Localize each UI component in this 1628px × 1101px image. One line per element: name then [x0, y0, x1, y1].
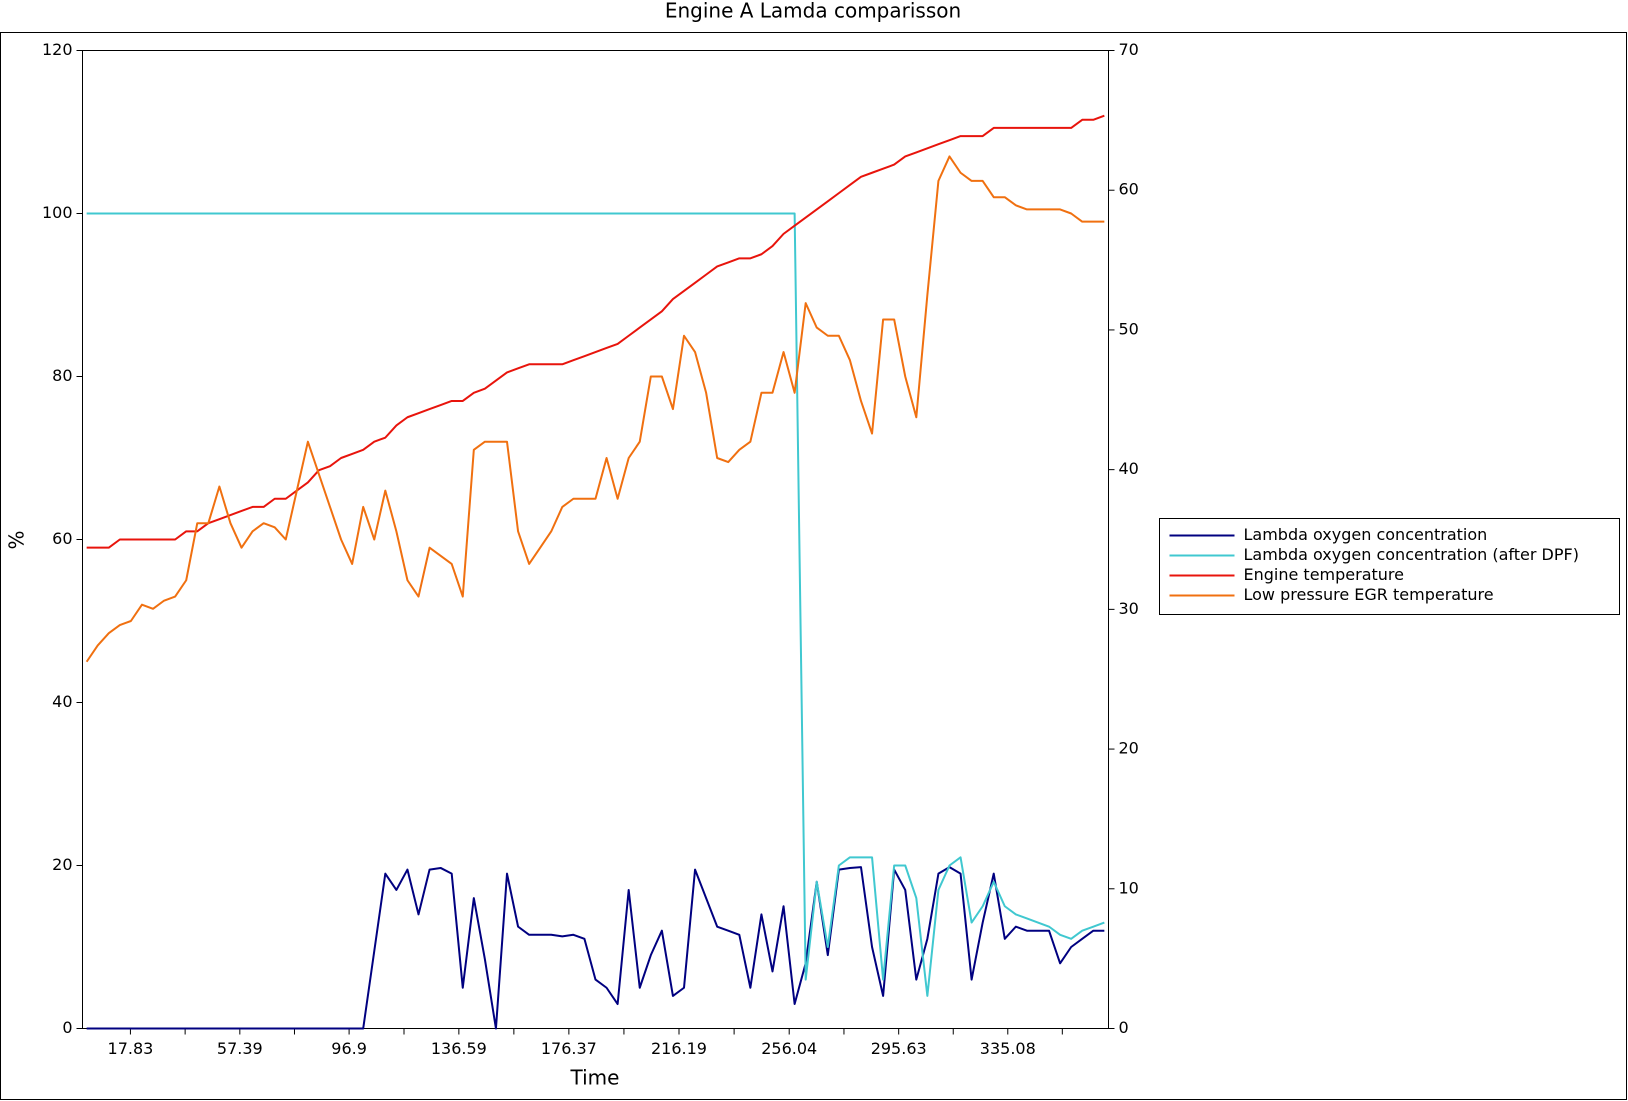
y2-tick-label: 30 — [1119, 599, 1139, 618]
y2-tick-label: 70 — [1119, 40, 1139, 59]
x-tick-label: 96.9 — [331, 1039, 367, 1058]
series-line — [86, 212, 1105, 997]
y2-tick-label: 50 — [1119, 319, 1139, 338]
y2-tick-label: 0 — [1119, 1018, 1129, 1037]
legend-box — [1159, 518, 1620, 615]
x-tick-label: 57.39 — [217, 1039, 263, 1058]
x-tick-label: 335.08 — [980, 1039, 1036, 1058]
frame — [0, 32, 1627, 1100]
y-tick-label: 40 — [52, 692, 72, 711]
y2-tick-label: 40 — [1119, 459, 1139, 478]
plot-area — [82, 50, 1109, 1029]
x-tick-label: 136.59 — [431, 1039, 487, 1058]
series-line — [86, 866, 1105, 1030]
y2-tick-label: 60 — [1119, 180, 1139, 199]
x-tick-label: 176.37 — [541, 1039, 597, 1058]
x-tick-label: 256.04 — [761, 1039, 817, 1058]
y2-tick-label: 20 — [1119, 739, 1139, 758]
y-tick-label: 60 — [52, 529, 72, 548]
y-tick-label: 20 — [52, 855, 72, 874]
x-axis-label: Time — [570, 1066, 620, 1090]
y-axis-label: % — [5, 530, 29, 549]
y-tick-label: 80 — [52, 366, 72, 385]
chart-title: Engine A Lamda comparisson — [665, 0, 961, 23]
x-tick-label: 295.63 — [871, 1039, 927, 1058]
legend-label: Low pressure EGR temperature — [1244, 585, 1494, 604]
y2-tick-label: 10 — [1119, 878, 1139, 897]
series-line — [85, 155, 1105, 663]
legend-label: Lambda oxygen concentration — [1244, 525, 1488, 544]
y-tick-label: 120 — [42, 40, 73, 59]
y-tick-label: 100 — [42, 203, 73, 222]
y-tick-label: 0 — [62, 1018, 72, 1037]
legend-label: Engine temperature — [1244, 565, 1405, 584]
series-line — [86, 114, 1105, 549]
legend-label: Lambda oxygen concentration (after DPF) — [1244, 545, 1579, 564]
x-tick-label: 216.19 — [651, 1039, 707, 1058]
x-tick-label: 17.83 — [108, 1039, 154, 1058]
